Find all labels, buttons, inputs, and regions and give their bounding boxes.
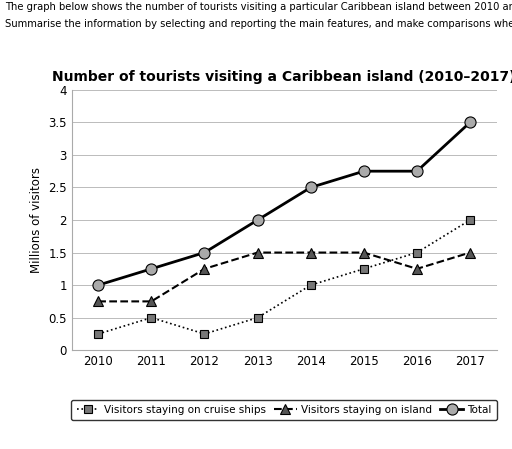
Title: Number of tourists visiting a Caribbean island (2010–2017): Number of tourists visiting a Caribbean … — [52, 70, 512, 84]
Y-axis label: Millions of visitors: Millions of visitors — [30, 167, 42, 273]
Legend: Visitors staying on cruise ships, Visitors staying on island, Total: Visitors staying on cruise ships, Visito… — [71, 400, 497, 420]
Text: Summarise the information by selecting and reporting the main features, and make: Summarise the information by selecting a… — [5, 19, 512, 29]
Text: The graph below shows the number of tourists visiting a particular Caribbean isl: The graph below shows the number of tour… — [5, 2, 512, 12]
